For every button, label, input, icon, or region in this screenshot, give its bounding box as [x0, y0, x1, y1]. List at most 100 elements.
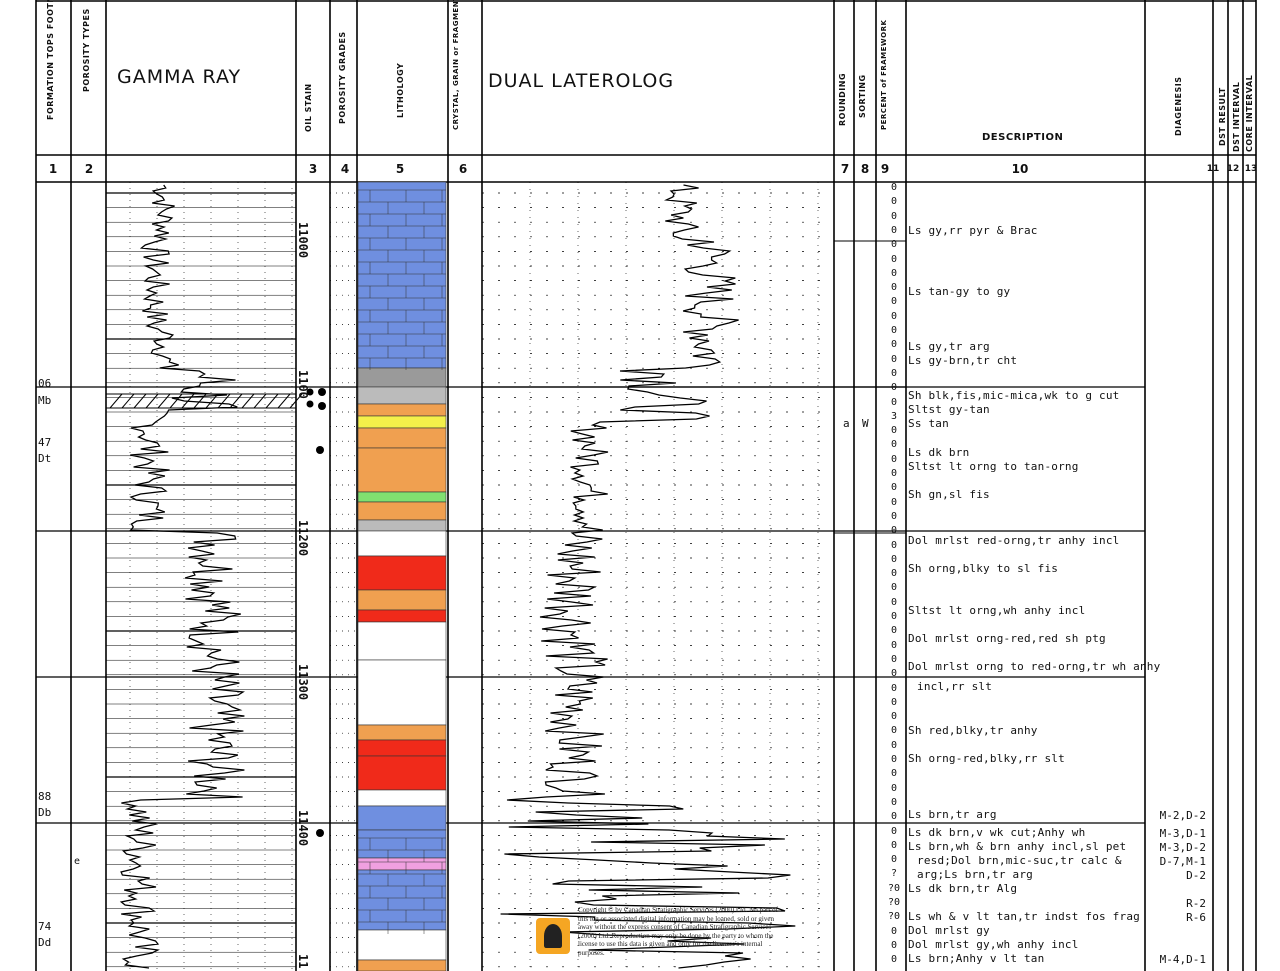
percent-value: 0 — [890, 367, 898, 379]
percent-value: 0 — [890, 453, 898, 465]
dst-interval-header: DST INTERVAL — [1232, 81, 1241, 152]
description-line: Dol mrlst red-orng,tr anhy incl — [908, 534, 1120, 547]
description-line: Ls dk brn,tr Alg — [908, 882, 1018, 895]
percent-value: 0 — [890, 282, 898, 294]
diagenesis-value: D-7,M-1 — [1159, 855, 1206, 868]
oil-stain-dot — [316, 829, 324, 837]
lithology-block — [357, 857, 447, 871]
lithology-header: LITHOLOGY — [396, 62, 405, 118]
col-number-11: 11 — [1206, 164, 1220, 174]
dst-result-header: DST RESULT — [1218, 87, 1227, 146]
lithology-block — [357, 501, 447, 521]
percent-value: 0 — [890, 353, 898, 365]
description-line: arg;Ls brn,tr arg — [917, 868, 1033, 881]
formation-top: 47 — [38, 436, 52, 449]
lithology-block — [357, 869, 447, 931]
formation-top: Dd — [38, 936, 52, 949]
percent-value: ? — [890, 868, 898, 880]
percent-value: 0 — [890, 239, 898, 251]
formation-top: 06 — [38, 377, 52, 390]
col-number-8: 8 — [860, 162, 870, 176]
percent-value: 0 — [890, 510, 898, 522]
percent-value: 0 — [890, 582, 898, 594]
col-number-13: 13 — [1244, 164, 1258, 174]
sorting-value: W — [862, 417, 869, 430]
description-line: Ls tan-gy to gy — [908, 285, 1011, 298]
description-line: Sh red,blky,tr anhy — [908, 724, 1038, 737]
percent-value: 0 — [890, 711, 898, 723]
percent-value: 0 — [890, 210, 898, 222]
lithology-block — [357, 181, 447, 369]
description-line: Ls gy,rr pyr & Brac — [908, 224, 1038, 237]
percent-value: 0 — [890, 396, 898, 408]
diagenesis-value: R-6 — [1186, 911, 1206, 924]
lithology-block — [357, 555, 447, 591]
description-line: resd;Dol brn,mic-suc,tr calc & — [917, 854, 1122, 867]
percent-value: 0 — [890, 596, 898, 608]
diagenesis-value: R-2 — [1186, 897, 1206, 910]
diagenesis-value: M-2,D-2 — [1159, 809, 1206, 822]
formation-top: Db — [38, 806, 52, 819]
porosity-types-header: POROSITY TYPES — [82, 8, 91, 92]
percent-value: 0 — [890, 782, 898, 794]
description-line: Ls dk brn,v wk cut;Anhy wh — [908, 826, 1086, 839]
diagenesis-header: DIAGENESIS — [1174, 76, 1183, 137]
crystal-size-header: CRYSTAL, GRAIN or FRAGMENT SIZE — [452, 0, 460, 130]
percent-value: 0 — [890, 196, 898, 208]
percent-value: 0 — [890, 954, 898, 966]
percent-value: 0 — [890, 224, 898, 236]
oil-stain-dot — [318, 388, 326, 396]
depth-label-1100: 1100 — [296, 370, 310, 399]
percent-value: 0 — [890, 382, 898, 394]
description-line: Dol mrlst gy — [908, 924, 990, 937]
col-number-4: 4 — [340, 162, 350, 176]
diagenesis-value: M-3,D-1 — [1159, 827, 1206, 840]
description-line: Ls dk brn — [908, 446, 970, 459]
description-header: DESCRIPTION — [982, 132, 1064, 143]
description-line: Dol mrlst orng-red,red sh ptg — [908, 632, 1106, 645]
percent-value: 0 — [890, 682, 898, 694]
rounding-value: a — [843, 417, 850, 430]
col-number-7: 7 — [840, 162, 850, 176]
lithology-block — [357, 403, 447, 417]
formation-top: Dt — [38, 452, 52, 465]
percent-value: 0 — [890, 425, 898, 437]
percent-value: 0 — [890, 525, 898, 537]
css-logo — [536, 918, 570, 954]
oil-stain-dot — [306, 400, 314, 408]
oil-stain-dot — [306, 388, 314, 396]
percent-value: 0 — [890, 496, 898, 508]
col-number-12: 12 — [1226, 164, 1240, 174]
percent-value: 0 — [890, 611, 898, 622]
lithology-block — [357, 519, 447, 532]
porosity-grades-header: POROSITY GRADES — [338, 31, 347, 124]
percent-value: 0 — [890, 296, 898, 308]
description-line: Sh orng,blky to sl fis — [908, 562, 1059, 575]
description-line: Sltst lt orng,wh anhy incl — [908, 604, 1086, 617]
diagenesis-value: M-4,D-1 — [1159, 953, 1206, 966]
lithology-block — [357, 621, 447, 661]
porosity-note: e — [74, 856, 81, 867]
formation-tops-header: FORMATION TOPS FOOTNOTES — [46, 0, 55, 120]
col-number-9: 9 — [880, 162, 890, 176]
percent-value: 0 — [890, 625, 898, 637]
lithology-block — [357, 589, 447, 611]
percent-value: 0 — [890, 854, 898, 866]
lithology-block — [357, 447, 447, 493]
percent-value: 0 — [890, 553, 898, 565]
col-number-2: 2 — [84, 162, 94, 176]
percent-value: 0 — [890, 182, 898, 193]
percent-value: 0 — [890, 339, 898, 351]
depth-label-11: 11 — [296, 954, 310, 969]
description-line: Ls wh & v lt tan,tr indst fos frag — [908, 910, 1140, 923]
depth-label-11400: 11400 — [296, 810, 310, 847]
percent-value: 0 — [890, 754, 898, 765]
oil-stain-header: OIL STAIN — [304, 83, 313, 132]
col-number-10: 10 — [1011, 162, 1029, 176]
percent-value: 0 — [890, 539, 898, 551]
description-line: Ls brn;Anhy v lt tan — [908, 952, 1045, 965]
percent-value: 0 — [890, 639, 898, 651]
lithology-block — [357, 415, 447, 429]
dual-laterolog-curve — [500, 184, 796, 969]
core-interval-header: CORE INTERVAL — [1245, 74, 1254, 152]
